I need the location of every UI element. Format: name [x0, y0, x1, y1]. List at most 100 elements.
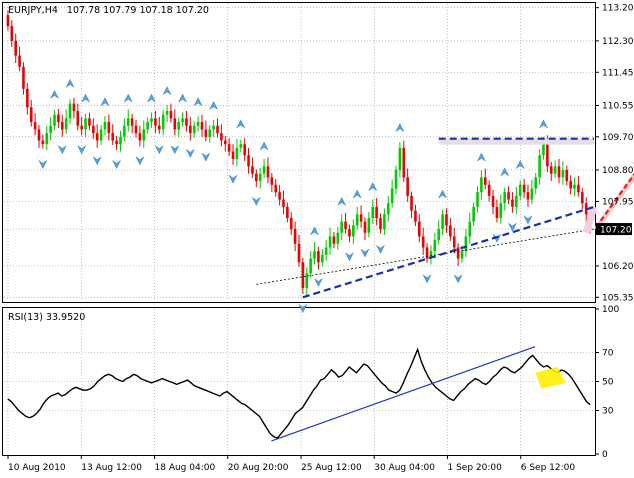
candle-body	[138, 133, 142, 141]
fractal-down-icon	[508, 223, 517, 232]
candle-body	[99, 129, 103, 141]
rsi-break-highlight	[535, 367, 566, 389]
candle-body	[414, 210, 417, 222]
candle-body	[367, 217, 371, 233]
fractal-up-icon	[310, 226, 319, 236]
candle-body	[542, 144, 545, 156]
candle-body	[72, 103, 76, 111]
candle-body	[518, 184, 522, 196]
candle-body	[196, 122, 200, 126]
y-tick-label: 107.95	[602, 197, 634, 207]
candle-body	[18, 55, 21, 67]
candle-body	[515, 195, 518, 207]
rsi-tick-label: 100	[602, 305, 619, 315]
fractal-down-icon	[360, 248, 370, 258]
candle-body	[154, 118, 157, 126]
candle-body	[239, 144, 243, 148]
candle-body	[569, 181, 572, 189]
symbol-label: EURJPY,H4	[8, 5, 58, 16]
candle-body	[421, 236, 425, 248]
candle-body	[418, 221, 421, 237]
candle-body	[320, 254, 324, 263]
candle-body	[328, 236, 332, 248]
candle-body	[293, 229, 297, 244]
candle-body	[507, 192, 510, 200]
candle-body	[41, 140, 45, 145]
rsi-tick-label: 70	[602, 349, 614, 359]
candle-body	[398, 147, 402, 171]
candle-body	[526, 192, 530, 200]
fractal-up-icon	[395, 123, 405, 132]
candle-body	[406, 177, 409, 196]
fractal-up-icon	[516, 160, 525, 169]
fractal-down-icon	[298, 304, 308, 313]
forecast-arrow-line	[595, 172, 634, 228]
y-tick-label: 113.20	[602, 4, 634, 14]
fractal-down-icon	[314, 278, 323, 288]
candle-layer	[6, 10, 592, 296]
candle-body	[181, 118, 184, 123]
x-tick-label: 13 Aug 12:00	[81, 463, 142, 473]
candle-body	[480, 177, 483, 193]
candle-body	[111, 133, 115, 141]
candle-body	[297, 243, 301, 263]
rsi-layer	[7, 346, 591, 442]
y-tick-label: 109.70	[602, 133, 634, 143]
candle-body	[487, 184, 491, 196]
candle-body	[355, 214, 359, 226]
candle-body	[189, 125, 192, 134]
rsi-line	[7, 347, 591, 439]
fractal-up-icon	[438, 189, 447, 199]
candle-body	[95, 133, 99, 141]
candle-body	[332, 236, 336, 244]
candle-body	[394, 170, 398, 189]
candle-body	[534, 177, 538, 189]
candle-body	[433, 240, 437, 252]
candle-body	[286, 206, 289, 218]
candle-body	[161, 114, 165, 130]
candle-body	[348, 229, 351, 237]
fractal-down-icon	[492, 234, 502, 243]
fractal-down-icon	[93, 156, 102, 166]
candle-body	[573, 184, 576, 189]
candle-body	[157, 125, 161, 130]
candle-body	[460, 251, 464, 259]
candle-body	[445, 214, 448, 226]
candle-body	[437, 229, 441, 241]
candle-body	[134, 125, 138, 134]
rsi-label: RSI(13) 33.9520	[8, 312, 85, 323]
candle-body	[499, 203, 503, 218]
candle-body	[546, 144, 549, 167]
candle-body	[309, 258, 312, 274]
fractal-down-icon	[135, 156, 145, 166]
candle-body	[561, 170, 565, 178]
candle-body	[107, 122, 111, 134]
candle-body	[383, 214, 386, 230]
y-tick-label: 111.45	[602, 68, 634, 78]
candle-body	[464, 236, 468, 252]
candle-body	[68, 103, 72, 119]
fractal-down-icon	[228, 175, 238, 184]
candle-body	[64, 118, 68, 130]
candle-body	[274, 184, 278, 193]
candle-body	[402, 147, 406, 178]
candle-body	[375, 206, 378, 218]
fractal-down-icon	[201, 152, 211, 162]
candle-body	[53, 114, 56, 126]
fractal-layer	[38, 78, 548, 313]
candle-body	[441, 214, 444, 230]
fractal-down-icon	[376, 245, 385, 254]
candle-body	[584, 203, 588, 215]
fractal-down-icon	[422, 274, 432, 284]
candle-body	[301, 262, 305, 289]
candle-body	[235, 147, 239, 159]
candle-body	[126, 118, 130, 126]
fractal-up-icon	[193, 97, 203, 106]
candle-body	[208, 129, 212, 137]
candle-body	[313, 251, 316, 259]
rsi-tick-label: 30	[602, 407, 614, 417]
candle-body	[227, 144, 231, 152]
fractal-down-icon	[112, 160, 121, 169]
